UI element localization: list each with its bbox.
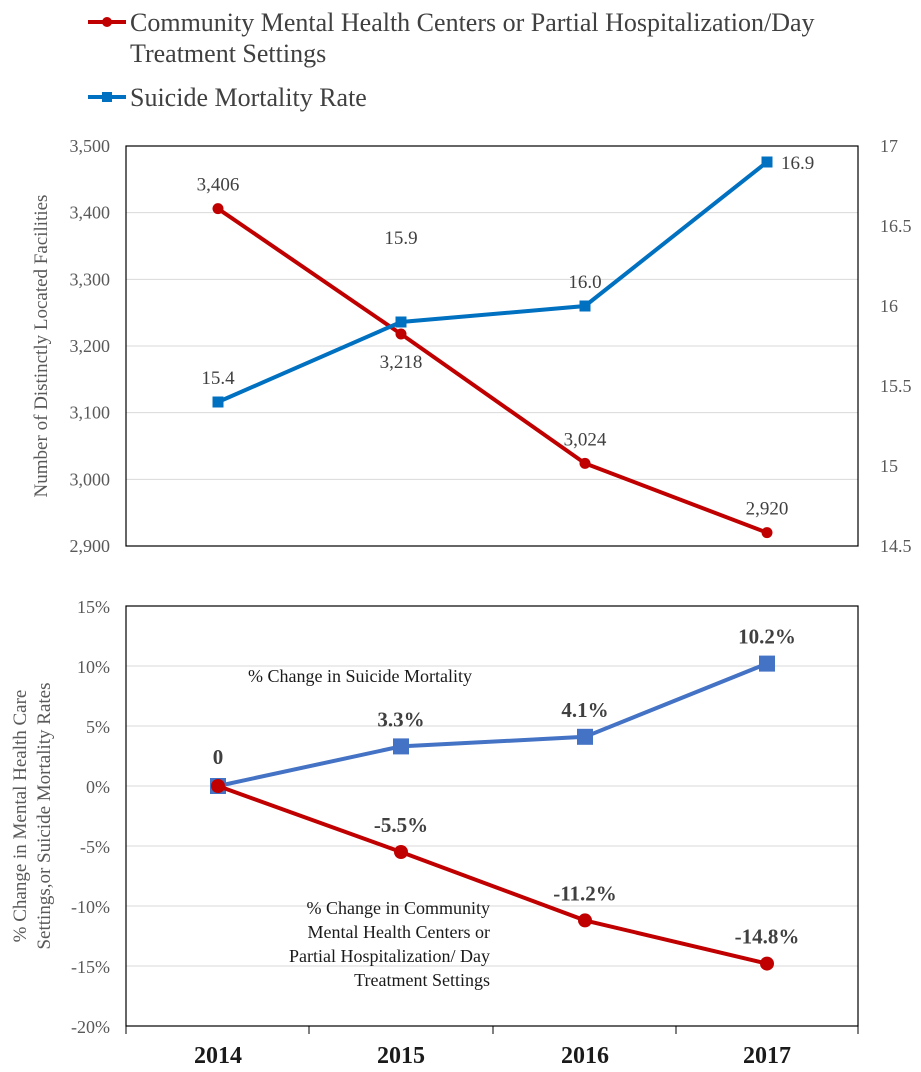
bottom-chart: -20%-15%-10%-5%0%5%10%15% 2014 2015 2016 20… [10, 597, 859, 1069]
bottom-y-axis-title-line2: Settings,or Suicide Mortality Rates [34, 682, 55, 949]
bottom-data-label: 10.2% [738, 625, 796, 649]
top-data-label: 3,218 [380, 352, 423, 373]
top-left-tick-label: 3,100 [70, 403, 111, 423]
top-series: 3,406 3,218 3,024 2,920 15.4 15.9 16.0 16.9 [197, 153, 814, 539]
bottom-series-line-cmhc [217, 784, 768, 966]
top-right-tick-label: 17 [880, 136, 898, 156]
top-grid [126, 212, 858, 480]
bottom-data-label: -14.8% [735, 925, 800, 949]
top-data-label: 3,406 [197, 175, 240, 196]
bottom-point-suicide [577, 728, 593, 745]
annotation-cmhc-line3: Partial Hospitalization/ Day [289, 946, 490, 966]
top-point-suicide [761, 156, 773, 168]
bottom-data-label: 3.3% [377, 707, 424, 731]
top-data-label: 3,024 [564, 429, 607, 450]
legend-label-suicide: Suicide Mortality Rate [130, 83, 367, 112]
top-right-tick-label: 15.5 [880, 376, 912, 396]
legend-label-cmhc-line2: Treatment Settings [130, 39, 326, 68]
bottom-point-suicide [393, 738, 409, 755]
bottom-y-tick-label: -5% [80, 837, 110, 857]
bottom-x-tick-label: 2015 [377, 1043, 425, 1069]
bottom-y-tick-label: 15% [77, 597, 110, 617]
bottom-y-tick-label: 5% [86, 717, 110, 737]
bottom-y-tick-label: 10% [77, 657, 110, 677]
bottom-x-tick-label: 2017 [743, 1043, 791, 1069]
bottom-x-tick-label: 2016 [561, 1043, 609, 1069]
bottom-series-line-suicide [217, 661, 768, 788]
bottom-x-axis: 2014 2015 2016 2017 [125, 1026, 859, 1069]
bottom-grid [126, 665, 858, 967]
bottom-y-tick-label: -10% [71, 897, 110, 917]
top-data-label: 16.9 [781, 153, 814, 174]
bottom-series: 0 3.3% 4.1% 10.2% -5.5% -11.2% -14.8% [210, 625, 799, 971]
top-point-suicide [579, 300, 591, 312]
bottom-y-tick-label: -20% [71, 1017, 110, 1037]
legend-label-cmhc-line1: Community Mental Health Centers or Parti… [130, 8, 815, 37]
bottom-y-axis-title-line1: % Change in Mental Health Care [10, 690, 31, 943]
top-left-tick-label: 3,000 [70, 469, 111, 489]
bottom-y-tick-label: -15% [71, 957, 110, 977]
bottom-point-suicide [759, 655, 775, 672]
annotation-cmhc-line1: % Change in Community [307, 898, 491, 918]
top-chart: 2,900 3,000 3,100 3,200 3,300 3,400 3,500 14.5… [31, 136, 912, 556]
top-data-label: 15.4 [201, 368, 235, 389]
top-point-cmhc [579, 457, 591, 469]
annotation-cmhc-line2: Mental Health Centers or [308, 922, 490, 942]
top-series-line-suicide [217, 160, 769, 404]
top-point-cmhc [212, 203, 224, 215]
annotation-cmhc-line4: Treatment Settings [354, 970, 490, 990]
top-left-tick-label: 3,300 [70, 269, 111, 289]
legend-marker-suicide [102, 92, 112, 102]
bottom-data-label: 4.1% [561, 698, 608, 722]
bottom-point-cmhc [211, 779, 225, 793]
top-left-tick-label: 3,200 [70, 336, 111, 356]
top-point-cmhc [761, 527, 773, 539]
top-data-label: 15.9 [384, 228, 417, 249]
annotation-cmhc-change: % Change in Community Mental Health Cent… [289, 898, 490, 990]
top-left-tick-label: 2,900 [70, 536, 111, 556]
bottom-plot-frame [125, 605, 859, 1027]
top-right-axis: 14.5 15 15.5 16 16.5 17 [880, 136, 912, 556]
bottom-data-label: -11.2% [553, 881, 617, 905]
bottom-data-label: -5.5% [374, 813, 428, 837]
top-point-suicide [395, 316, 407, 328]
legend-marker-cmhc [102, 17, 112, 27]
bottom-point-cmhc [394, 845, 408, 859]
bottom-point-cmhc [760, 956, 774, 971]
bottom-y-tick-label: 0% [86, 777, 110, 797]
top-point-cmhc [395, 328, 407, 340]
top-point-suicide [212, 396, 224, 408]
top-data-label: 16.0 [568, 272, 601, 293]
top-plot-frame [125, 145, 859, 547]
bottom-data-label: 0 [213, 745, 224, 769]
top-left-axis: 2,900 3,000 3,100 3,200 3,300 3,400 3,500 [70, 136, 111, 556]
bottom-point-cmhc [578, 913, 592, 928]
top-right-tick-label: 16 [880, 296, 898, 316]
top-left-tick-label: 3,500 [70, 136, 111, 156]
top-left-tick-label: 3,400 [70, 203, 111, 223]
top-right-tick-label: 16.5 [880, 216, 912, 236]
top-series-line-cmhc [216, 207, 768, 535]
bottom-y-axis: -20% -15% -10% -5% 0% 5% 10% 15% [71, 597, 110, 1037]
top-right-tick-label: 14.5 [880, 536, 912, 556]
top-right-tick-label: 15 [880, 456, 898, 476]
annotation-suicide-change: % Change in Suicide Mortality [248, 666, 472, 686]
top-y-axis-title: Number of Distinctly Located Facilities [31, 195, 52, 498]
legend: Community Mental Health Centers or Parti… [88, 8, 815, 112]
top-data-label: 2,920 [746, 499, 789, 520]
bottom-x-tick-label: 2014 [194, 1043, 242, 1069]
